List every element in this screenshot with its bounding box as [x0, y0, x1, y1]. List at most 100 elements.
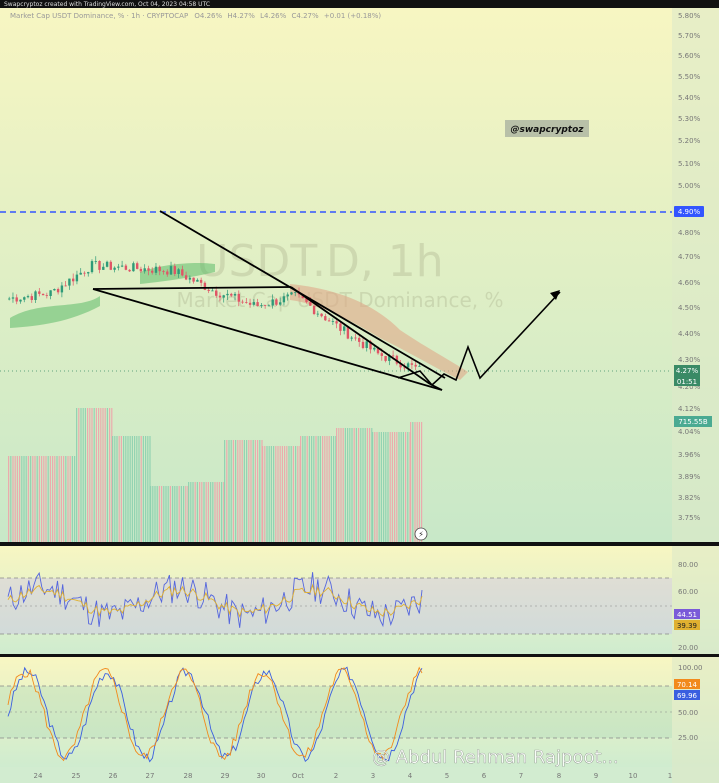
candle-body — [230, 293, 233, 296]
price-axis[interactable]: 5.80% 5.70% 5.60% 5.50% 5.40% 5.30% 5.20% 5.10%… — [678, 12, 701, 522]
candle-body — [373, 347, 376, 350]
volume-bar — [176, 486, 178, 542]
candle-body — [271, 299, 274, 306]
volume-bar — [12, 456, 14, 542]
candle-body — [365, 341, 368, 348]
candle-body — [267, 305, 271, 307]
volume-bar — [223, 482, 225, 542]
time-tick: 5 — [445, 772, 449, 780]
volume-bar — [407, 432, 409, 542]
rsi-lines — [7, 571, 423, 628]
candle-body — [120, 265, 124, 267]
candle-body — [294, 291, 297, 293]
author-tag: @swapcryptoz — [511, 125, 585, 135]
candle-body — [8, 298, 11, 300]
volume-bar — [49, 456, 51, 542]
candle-body — [350, 337, 353, 339]
volume-bar — [279, 446, 281, 542]
stoch-pane[interactable] — [0, 657, 719, 767]
volume-bar — [241, 440, 243, 542]
price-tick: 3.89% — [678, 473, 701, 481]
candle-body — [309, 302, 312, 306]
volume-bar — [210, 482, 212, 542]
candle-body — [49, 290, 52, 296]
price-axis-bg — [672, 0, 719, 783]
volume-bars — [8, 408, 423, 542]
volume-bar — [257, 440, 259, 542]
current-price-badge: 4.27% — [676, 367, 699, 375]
rsi-pane[interactable] — [0, 546, 719, 654]
volume-bar — [366, 428, 368, 542]
price-tick: 3.96% — [678, 451, 701, 459]
drawing-falling-wedge[interactable] — [92, 210, 446, 391]
candle-body — [30, 296, 33, 300]
candle-body — [343, 326, 346, 331]
candle-body — [188, 277, 192, 280]
volume-bar — [224, 440, 226, 542]
main-pane[interactable] — [0, 0, 719, 542]
volume-bar — [104, 408, 106, 542]
volume-bar — [109, 408, 111, 542]
volume-bar — [142, 436, 144, 542]
watermark-ticker: USDT.D, 1h — [196, 236, 443, 287]
volume-bar — [212, 482, 214, 542]
flash-icon[interactable]: ⚡ — [418, 530, 424, 539]
volume-bar — [41, 456, 43, 542]
volume-bar — [152, 486, 154, 542]
candle-body — [331, 321, 335, 322]
volume-bar — [237, 440, 239, 542]
volume-bar — [19, 456, 21, 542]
price-tick: 5.00% — [678, 182, 701, 190]
volume-bar — [114, 436, 116, 542]
volume-bar — [63, 456, 65, 542]
price-tick: 5.60% — [678, 52, 701, 60]
time-tick: 7 — [519, 772, 523, 780]
candle-body — [241, 301, 244, 303]
candle-body — [282, 296, 286, 303]
volume-bar — [389, 432, 391, 542]
candle-body — [75, 274, 79, 282]
trendline-mid-down[interactable] — [290, 286, 431, 385]
time-axis[interactable]: 24 25 26 27 28 29 30 Oct 2 3 4 5 6 7 8 9 10 1 — [34, 772, 673, 780]
candle-body — [11, 297, 15, 299]
volume-bar — [95, 408, 97, 542]
volume-bar — [87, 408, 89, 542]
candle-body — [245, 302, 248, 303]
candle-body — [169, 266, 173, 275]
time-tick: 24 — [34, 772, 43, 780]
volume-bar — [158, 486, 160, 542]
volume-bar — [214, 482, 216, 542]
projection-path[interactable] — [397, 291, 561, 387]
trendline-lower[interactable] — [92, 288, 443, 391]
candle-body — [399, 363, 402, 368]
stoch-d-line — [7, 666, 423, 762]
volume-bar — [254, 440, 256, 542]
candle-body — [395, 355, 399, 364]
volume-bar — [358, 428, 360, 542]
volume-bar — [127, 436, 129, 542]
candle-body — [128, 269, 131, 272]
volume-bar — [355, 428, 357, 542]
volume-bar — [330, 436, 332, 542]
volume-bar — [360, 428, 362, 542]
volume-bar — [277, 446, 279, 542]
volume-bar — [286, 446, 288, 542]
candle-body — [256, 302, 259, 306]
volume-bar — [226, 440, 228, 542]
candle-body — [237, 293, 240, 302]
volume-bar — [183, 486, 185, 542]
volume-bar — [304, 436, 306, 542]
volume-bar — [371, 428, 373, 542]
price-tick: 5.80% — [678, 12, 701, 20]
volume-bar — [150, 486, 152, 542]
candle-body — [320, 313, 323, 317]
trendline-mid[interactable] — [92, 286, 292, 290]
volume-bar — [281, 446, 283, 542]
candle-body — [15, 297, 18, 302]
volume-bar — [129, 436, 131, 542]
volume-bar — [349, 428, 351, 542]
time-tick: 28 — [184, 772, 193, 780]
time-tick: 2 — [334, 772, 338, 780]
